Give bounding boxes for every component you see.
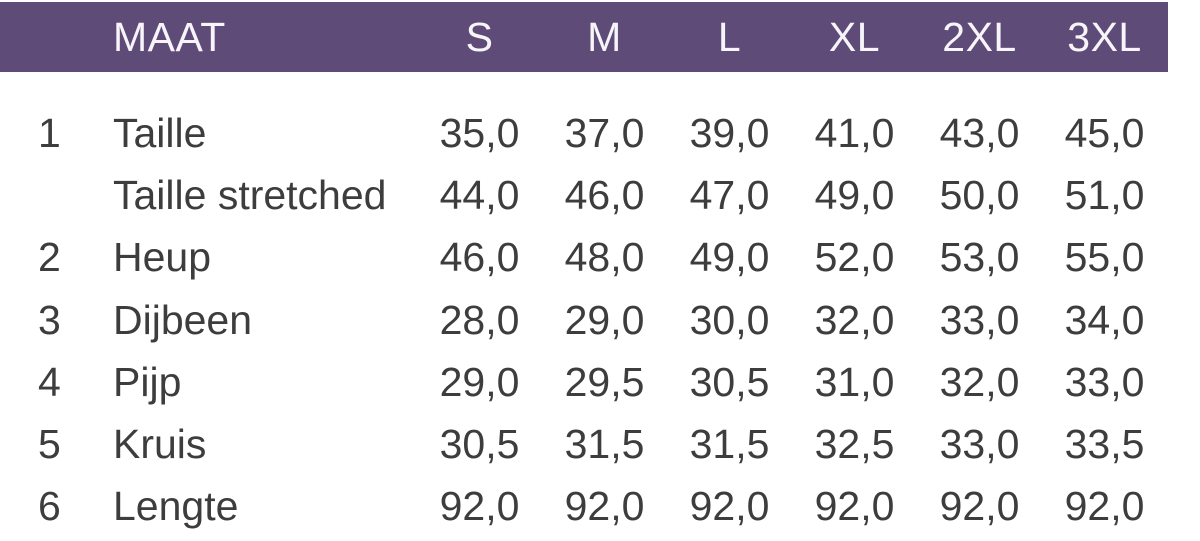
- cell-value: 92,0: [814, 483, 895, 530]
- cell-value: 28,0: [439, 296, 520, 343]
- cell-value: 29,0: [564, 296, 645, 343]
- table-row: Taille stretched 44,0 46,0 47,0 49,0 50,0 51,…: [0, 164, 1200, 226]
- cell-value: 92,0: [689, 483, 770, 530]
- cell-value: 31,5: [689, 421, 770, 468]
- cell-value: 29,0: [439, 358, 520, 405]
- cell-value: 33,0: [939, 421, 1020, 468]
- cell-value: 41,0: [814, 109, 895, 156]
- row-number: 1: [38, 109, 61, 156]
- cell-value: 33,0: [1064, 358, 1145, 405]
- row-label: Dijbeen: [113, 296, 253, 343]
- table-body: 1 Taille 35,0 37,0 39,0 41,0 43,0 45,0 Taille…: [0, 72, 1200, 538]
- cell-value: 45,0: [1064, 109, 1145, 156]
- table-row: 6 Lengte 92,0 92,0 92,0 92,0 92,0 92,0: [0, 476, 1200, 538]
- cell-value: 30,0: [689, 296, 770, 343]
- cell-value: 29,5: [564, 358, 645, 405]
- cell-value: 92,0: [564, 483, 645, 530]
- row-number: 2: [38, 234, 61, 281]
- row-label: Kruis: [113, 421, 207, 468]
- row-label: Taille stretched: [113, 171, 387, 218]
- cell-value: 51,0: [1064, 171, 1145, 218]
- row-number: 6: [38, 483, 61, 530]
- cell-value: 49,0: [689, 234, 770, 281]
- header-size-l: L: [717, 13, 742, 60]
- row-label: Pijp: [113, 358, 182, 405]
- cell-value: 50,0: [939, 171, 1020, 218]
- header-row: MAAT S M L XL 2XL 3XL: [0, 2, 1168, 72]
- cell-value: 33,0: [939, 296, 1020, 343]
- cell-value: 31,5: [564, 421, 645, 468]
- cell-value: 31,0: [814, 358, 895, 405]
- row-number: 3: [38, 296, 61, 343]
- cell-value: 49,0: [814, 171, 895, 218]
- table-row: 4 Pijp 29,0 29,5 30,5 31,0 32,0 33,0: [0, 351, 1200, 413]
- cell-value: 34,0: [1064, 296, 1145, 343]
- cell-value: 35,0: [439, 109, 520, 156]
- row-label: Heup: [113, 234, 212, 281]
- cell-value: 32,0: [939, 358, 1020, 405]
- row-number: 4: [38, 358, 61, 405]
- table-row: 1 Taille 35,0 37,0 39,0 41,0 43,0 45,0: [0, 102, 1200, 164]
- cell-value: 46,0: [564, 171, 645, 218]
- header-size-xl: XL: [828, 13, 881, 60]
- cell-value: 33,5: [1064, 421, 1145, 468]
- cell-value: 46,0: [439, 234, 520, 281]
- row-number: 5: [38, 421, 61, 468]
- cell-value: 30,5: [439, 421, 520, 468]
- cell-value: 92,0: [1064, 483, 1145, 530]
- row-label: Taille: [113, 109, 207, 156]
- cell-value: 52,0: [814, 234, 895, 281]
- cell-value: 32,5: [814, 421, 895, 468]
- cell-value: 30,5: [689, 358, 770, 405]
- cell-value: 47,0: [689, 171, 770, 218]
- header-maat-label: MAAT: [113, 13, 226, 60]
- header-size-s: S: [465, 13, 494, 60]
- cell-value: 48,0: [564, 234, 645, 281]
- cell-value: 44,0: [439, 171, 520, 218]
- cell-value: 32,0: [814, 296, 895, 343]
- cell-value: 92,0: [439, 483, 520, 530]
- header-size-m: M: [587, 13, 622, 60]
- header-size-2xl: 2XL: [942, 13, 1017, 60]
- table-row: 2 Heup 46,0 48,0 49,0 52,0 53,0 55,0: [0, 227, 1200, 289]
- cell-value: 55,0: [1064, 234, 1145, 281]
- cell-value: 39,0: [689, 109, 770, 156]
- cell-value: 43,0: [939, 109, 1020, 156]
- table-row: 5 Kruis 30,5 31,5 31,5 32,5 33,0 33,5: [0, 413, 1200, 475]
- cell-value: 37,0: [564, 109, 645, 156]
- cell-value: 53,0: [939, 234, 1020, 281]
- cell-value: 92,0: [939, 483, 1020, 530]
- table-row: 3 Dijbeen 28,0 29,0 30,0 32,0 33,0 34,0: [0, 289, 1200, 351]
- header-size-3xl: 3XL: [1067, 13, 1142, 60]
- row-label: Lengte: [113, 483, 239, 530]
